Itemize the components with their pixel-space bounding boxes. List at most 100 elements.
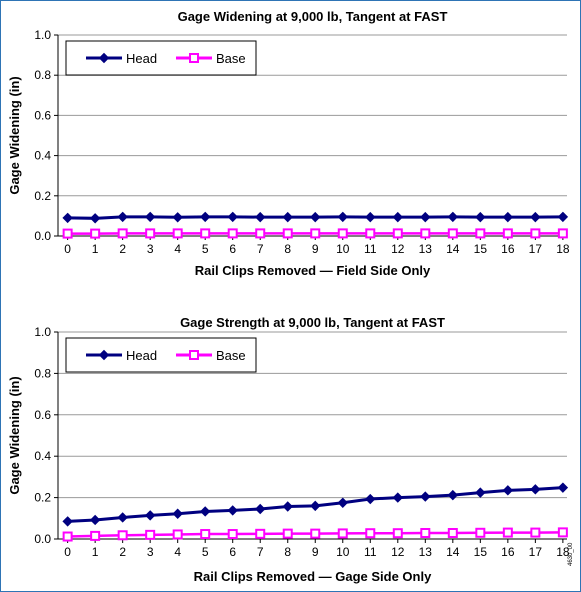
data-point-head [447,211,459,223]
legend: Head Base [65,337,257,373]
x-tick-label: 13 [419,545,433,559]
x-tick-label: 12 [391,545,405,559]
y-tick-label: 0.8 [34,68,51,82]
data-point-head [420,491,431,502]
data-point-head [255,503,266,515]
chart-title: Gage Widening at 9,000 lb, Tangent at FA… [178,9,448,24]
x-tick-label: 17 [529,545,543,559]
data-point-base [227,529,238,540]
y-tick-label: 0.0 [34,229,51,243]
data-point-base [310,528,321,539]
data-point-head [172,508,183,519]
data-point-base [475,527,486,538]
x-tick-label: 11 [364,545,377,559]
legend-marker [98,349,110,361]
data-point-head [282,501,293,512]
data-point-base [557,228,568,239]
x-tick-label: 2 [119,545,126,559]
data-point-base [420,228,431,239]
data-point-head [392,211,403,223]
y-axis-label: Gage Widening (in) [7,76,22,194]
data-point-head [144,510,156,521]
legend-entry-base: Base [176,51,246,66]
data-point-head [199,506,211,517]
data-point-base [200,529,211,540]
data-point-base [392,528,403,539]
data-point-head [310,500,321,512]
x-tick-label: 17 [529,242,543,256]
gage-strength-gage-side-chart: Gage Strength at 9,000 lb, Tangent at FA… [7,315,570,584]
x-tick-label: 9 [312,242,319,256]
x-tick-label: 11 [364,242,377,256]
x-tick-label: 3 [147,545,154,559]
x-tick-label: 8 [284,242,291,256]
data-point-base [90,530,101,541]
data-point-head [89,514,101,526]
legend-marker [98,52,110,64]
data-point-head [62,212,73,224]
x-tick-label: 3 [147,242,154,256]
legend-entry-head: Head [86,51,157,66]
data-point-base [200,228,211,239]
x-tick-label: 1 [92,545,99,559]
data-point-head [447,489,459,501]
data-point-base [282,228,293,239]
data-point-head [282,211,293,223]
data-point-head [199,211,211,223]
data-point-head [337,211,348,223]
data-point-base [420,527,431,538]
x-tick-label: 16 [501,242,515,256]
x-tick-label: 14 [446,242,460,256]
data-point-base [337,228,348,239]
data-point-base [62,531,73,542]
data-point-head [117,512,128,523]
gage-widening-field-side-chart: Gage Widening at 9,000 lb, Tangent at FA… [7,9,570,278]
data-point-head [475,211,486,223]
legend: Head Base [65,40,257,76]
data-point-head [337,497,348,508]
data-point-base [530,228,541,239]
x-tick-label: 9 [312,545,319,559]
x-axis-label: Rail Clips Removed — Gage Side Only [194,569,432,584]
x-tick-label: 10 [336,242,350,256]
series-head [62,211,569,224]
legend-marker [189,53,199,63]
x-tick-label: 5 [202,545,209,559]
y-tick-label: 0.4 [34,449,51,463]
x-tick-label: 7 [257,545,264,559]
data-point-head [89,213,101,224]
legend-marker [189,350,199,360]
x-tick-label: 18 [556,242,570,256]
x-tick-label: 14 [446,545,460,559]
data-point-base [255,228,266,239]
data-point-base [502,228,513,239]
data-point-head [62,516,73,527]
y-tick-label: 0.4 [34,149,51,163]
y-axis-label: Gage Widening (in) [7,376,22,494]
y-tick-label: 0.6 [34,408,51,422]
data-point-base [227,228,238,239]
series-base [62,527,568,542]
data-point-head [144,211,156,223]
data-point-head [255,211,266,223]
x-tick-label: 0 [64,545,71,559]
data-point-base [145,529,156,540]
data-point-head [365,211,376,223]
x-tick-label: 2 [119,242,126,256]
data-point-base [365,528,376,539]
data-point-base [255,528,266,539]
data-point-base [557,527,568,538]
x-axis-label: Rail Clips Removed — Field Side Only [195,263,431,278]
figure-id-note: 4630_00 [568,542,574,566]
data-point-base [145,228,156,239]
x-tick-label: 15 [474,545,488,559]
y-tick-label: 0.2 [34,189,51,203]
data-point-base [117,530,128,541]
legend-label: Head [126,51,157,66]
y-tick-label: 0.0 [34,532,51,546]
data-point-head [227,211,238,223]
data-point-head [172,212,183,223]
x-tick-label: 10 [336,545,350,559]
y-tick-label: 0.6 [34,108,51,122]
